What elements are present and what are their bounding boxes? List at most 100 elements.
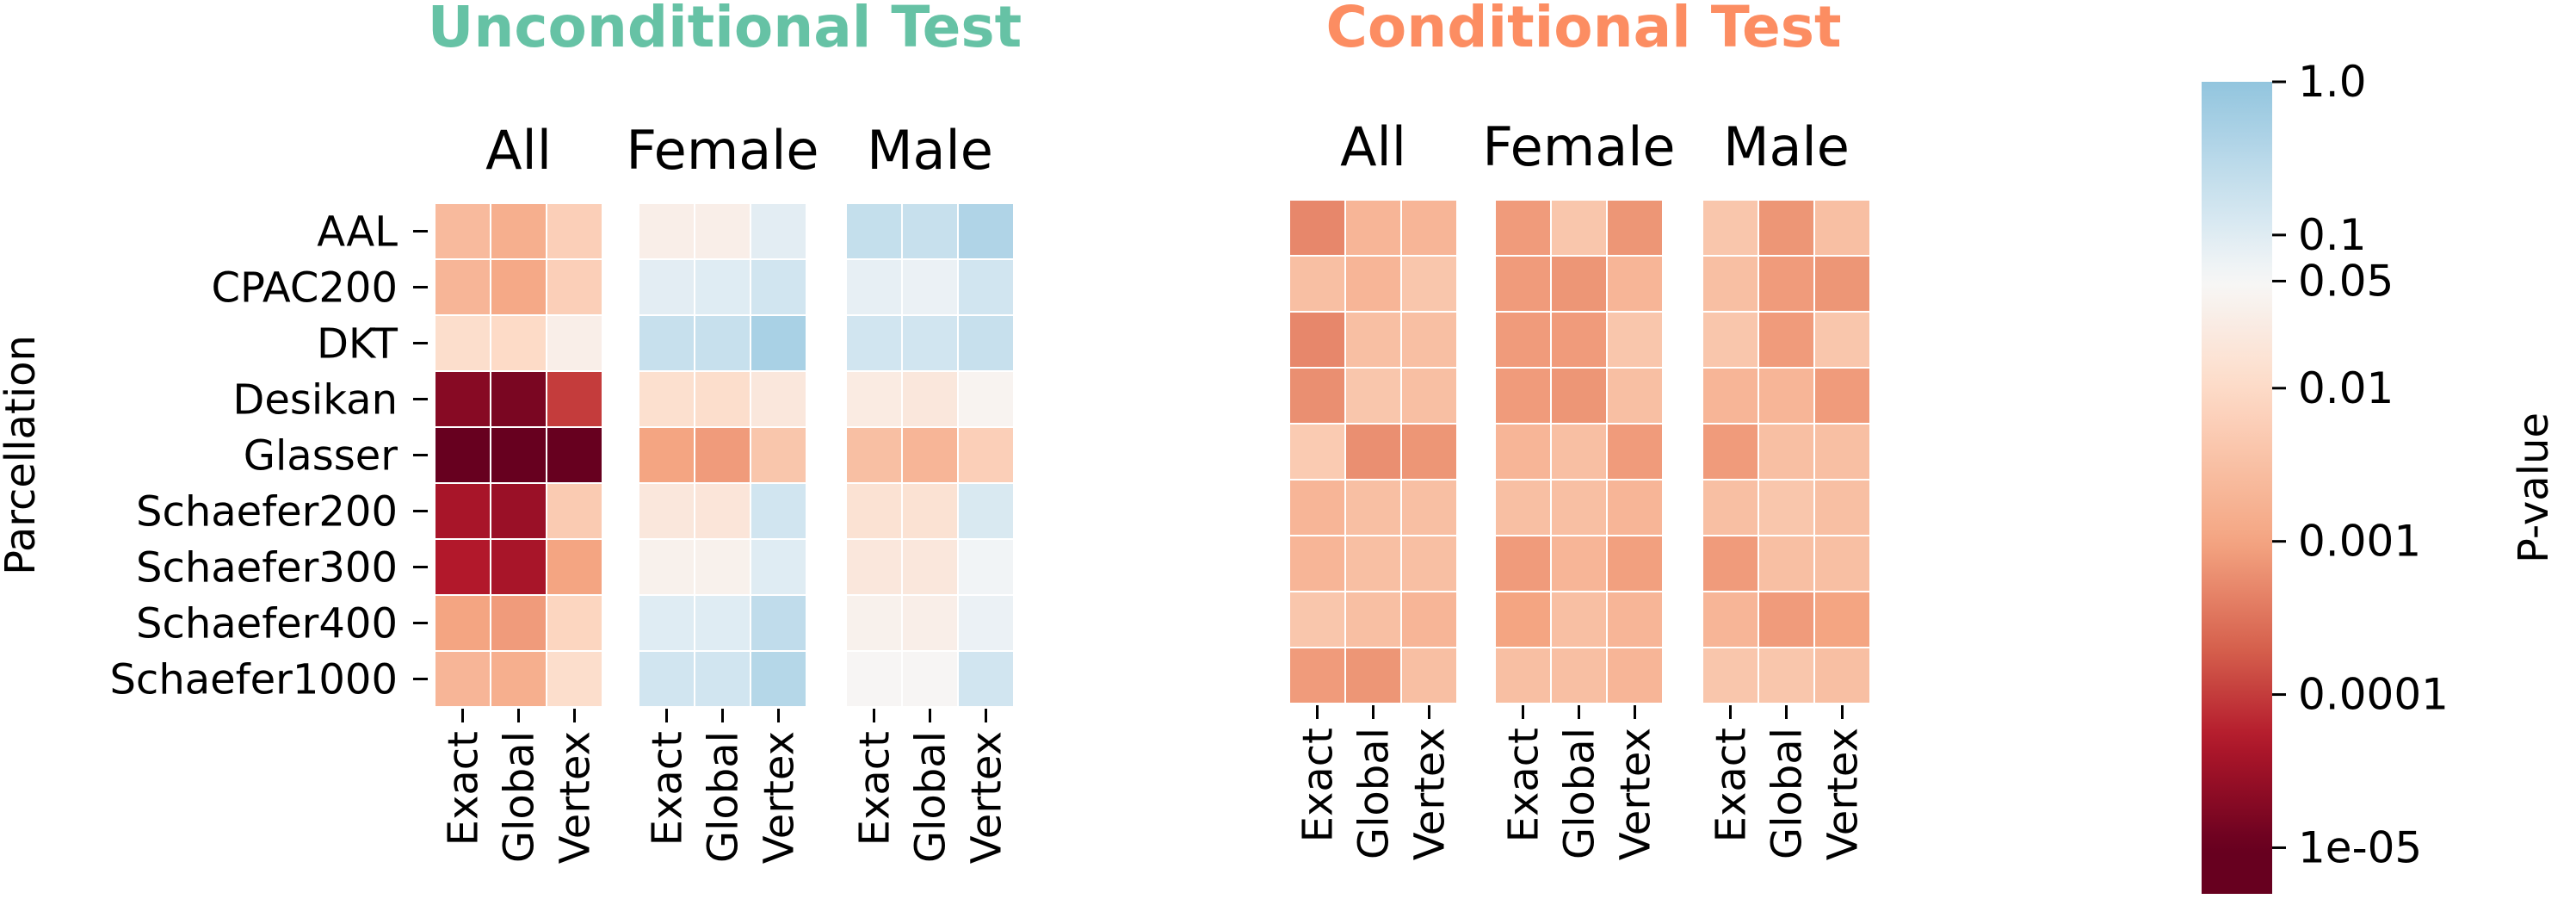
heatmap-cell (1550, 591, 1608, 648)
heatmap-cell (1494, 367, 1552, 425)
heatmap-cell (694, 202, 751, 260)
group-title: Conditional Test (1325, 0, 1841, 60)
heatmap-cell (1702, 255, 1759, 313)
column-label: Vertex (1406, 728, 1455, 860)
heatmap-cell (1494, 591, 1552, 648)
column-label: Global (1764, 728, 1812, 859)
heatmap-cell (1813, 311, 1871, 369)
heatmap-cell (1757, 591, 1815, 648)
colorbar-tick-label: 1.0 (2298, 57, 2367, 107)
heatmap-cell (694, 650, 751, 708)
heatmap-cell (1606, 199, 1664, 257)
heatmap-cell (1288, 255, 1346, 313)
column-label: Exact (440, 731, 488, 846)
row-label: CPAC200 (211, 264, 398, 313)
heatmap-cell (1606, 591, 1664, 648)
heatmap-cell (694, 594, 751, 652)
heatmap-cell (1702, 591, 1759, 648)
heatmap-cell (434, 314, 491, 372)
heatmap-cell (1494, 199, 1552, 257)
panel-title: Female (1482, 115, 1675, 178)
heatmap-cell (694, 258, 751, 316)
heatmap-cell (957, 426, 1015, 484)
column-label: Vertex (552, 731, 600, 864)
heatmap-cell (546, 370, 603, 428)
heatmap-cell (490, 482, 547, 540)
heatmap-cell (750, 314, 807, 372)
row-label: Schaefer200 (136, 488, 398, 536)
heatmap-cells (434, 199, 1871, 708)
heatmap-cell (1550, 367, 1608, 425)
heatmap-labels: AAL CPAC200 DKT Desikan Glasser Schaefer200 Sc… (0, 0, 1868, 864)
heatmap-cell (1550, 255, 1608, 313)
heatmap-cell (638, 258, 695, 316)
heatmap-cell (1813, 255, 1871, 313)
heatmap-cell (694, 370, 751, 428)
heatmap-cell (750, 258, 807, 316)
row-label: Desikan (232, 376, 398, 425)
heatmap-cell (1606, 367, 1664, 425)
heatmap-cell (957, 258, 1015, 316)
heatmap-cell (1494, 479, 1552, 536)
column-label: Vertex (1819, 728, 1868, 860)
column-label: Exact (1708, 728, 1756, 842)
heatmap-cell (1702, 647, 1759, 704)
heatmap-cell (845, 482, 903, 540)
heatmap-cell (901, 314, 959, 372)
heatmap-cell (1757, 647, 1815, 704)
heatmap-cell (1702, 311, 1759, 369)
heatmap-cell (1288, 591, 1346, 648)
heatmap-cell (1702, 479, 1759, 536)
heatmap-cell (1288, 423, 1346, 480)
colorbar-tick-label: 0.1 (2298, 210, 2367, 260)
heatmap-cell (1400, 199, 1458, 257)
heatmap-cell (750, 594, 807, 652)
heatmap-cell (1400, 255, 1458, 313)
column-label: Global (907, 731, 955, 863)
heatmap-cell (434, 258, 491, 316)
heatmap-cell (490, 314, 547, 372)
heatmap-cell (1494, 535, 1552, 592)
heatmap-cell (1550, 311, 1608, 369)
heatmap-cell (638, 538, 695, 596)
panel-title: Male (867, 119, 993, 182)
heatmap-cell (957, 314, 1015, 372)
heatmap-cell (1494, 647, 1552, 704)
heatmap-cell (1757, 311, 1815, 369)
panel-title: Male (1723, 115, 1850, 178)
heatmap-cell (1400, 311, 1458, 369)
heatmap-cell (1702, 423, 1759, 480)
heatmap-cell (1606, 255, 1664, 313)
heatmap-cell (694, 482, 751, 540)
column-label: Global (1556, 728, 1604, 859)
heatmap-cell (1344, 535, 1402, 592)
panel-title: All (1340, 115, 1406, 178)
heatmap-cell (1813, 591, 1871, 648)
heatmap-cell (750, 482, 807, 540)
heatmap-cell (845, 426, 903, 484)
heatmap-cell (1494, 255, 1552, 313)
heatmap-cell (901, 426, 959, 484)
heatmap-cell (1400, 367, 1458, 425)
heatmap-cell (901, 538, 959, 596)
heatmap-cell (1494, 423, 1552, 480)
heatmap-cell (957, 650, 1015, 708)
heatmap-cell (1550, 647, 1608, 704)
heatmap-cell (1288, 199, 1346, 257)
colorbar-tick-label: 0.001 (2298, 517, 2421, 567)
heatmap-cell (1550, 479, 1608, 536)
heatmap-cell (750, 202, 807, 260)
heatmap-cell (1344, 647, 1402, 704)
heatmap-cell (1702, 367, 1759, 425)
colorbar-tick-label: 0.01 (2298, 363, 2394, 413)
column-label: Exact (1294, 728, 1343, 842)
column-label: Global (1350, 728, 1399, 859)
heatmap-cell (434, 202, 491, 260)
row-label: DKT (317, 320, 398, 369)
heatmap-cell (694, 426, 751, 484)
heatmap-cell (845, 314, 903, 372)
heatmap-cell (1813, 535, 1871, 592)
heatmap-cell (546, 650, 603, 708)
heatmap-cell (1494, 311, 1552, 369)
heatmap-cell (1344, 591, 1402, 648)
